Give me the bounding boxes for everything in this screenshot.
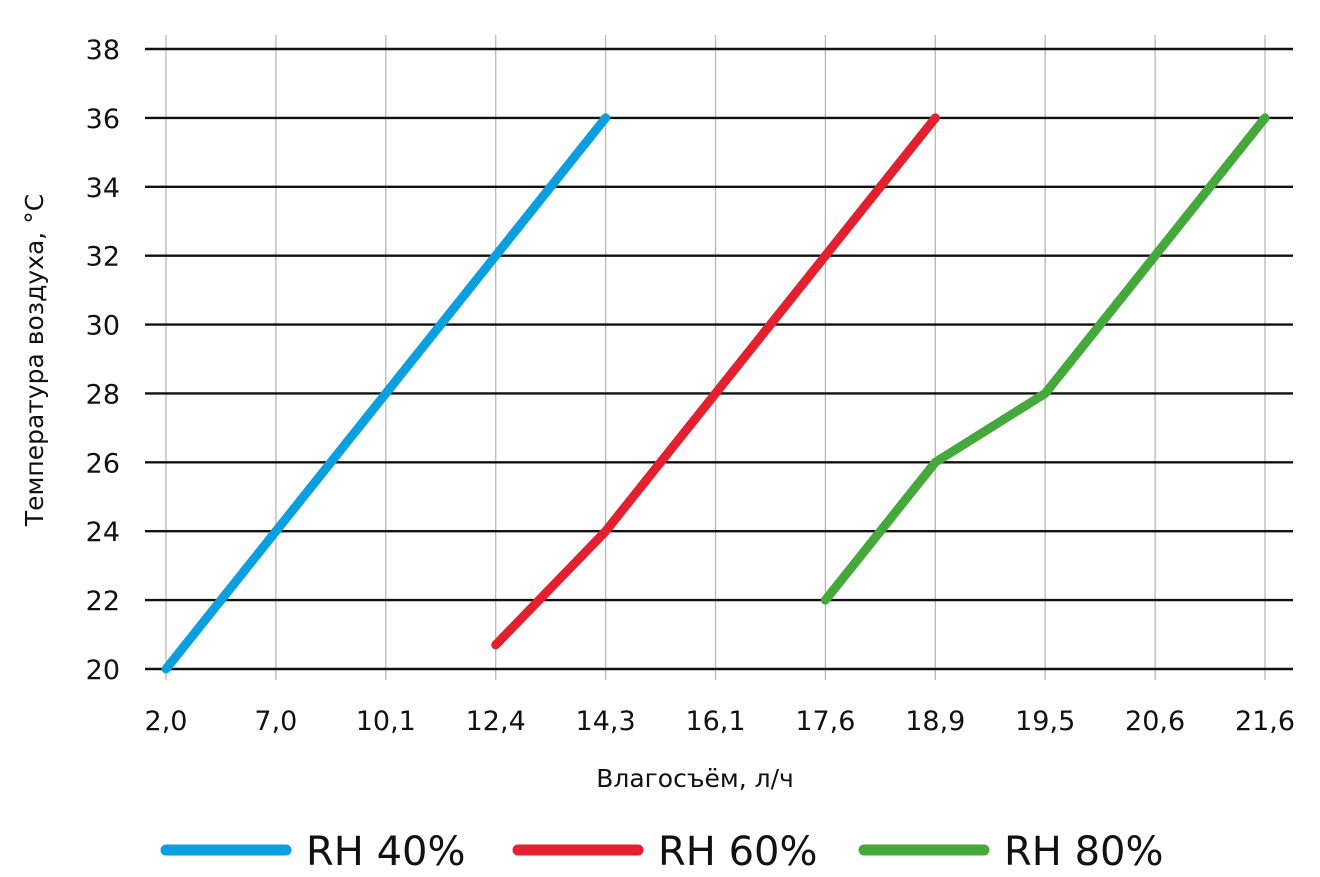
y-tick-label: 28 xyxy=(86,379,120,410)
y-tick-label: 26 xyxy=(86,448,120,479)
x-tick-label: 2,0 xyxy=(145,706,188,737)
series-lines xyxy=(161,113,1270,674)
x-tick-labels: 2,0 7,0 10,1 12,4 14,3 16,1 17,6 18,9 19,5 20,6 21… xyxy=(145,706,1296,737)
x-tick-label: 7,0 xyxy=(254,706,297,737)
legend-label: RH 60% xyxy=(658,829,818,875)
x-tick-label: 21,6 xyxy=(1235,706,1295,737)
x-tick-label: 17,6 xyxy=(795,706,855,737)
y-tick-label: 38 xyxy=(86,35,120,66)
legend-label: RH 40% xyxy=(306,829,466,875)
series-line xyxy=(820,113,1270,605)
x-tick-label: 14,3 xyxy=(576,706,636,737)
x-tick-label: 18,9 xyxy=(905,706,965,737)
x-tick-label: 12,4 xyxy=(466,706,526,737)
y-tick-label: 32 xyxy=(86,242,120,273)
y-tick-label: 24 xyxy=(86,517,120,548)
x-tick-label: 19,5 xyxy=(1015,706,1075,737)
vertical-gridlines xyxy=(165,35,1266,680)
series-line xyxy=(161,113,611,674)
x-tick-label: 10,1 xyxy=(356,706,416,737)
y-tick-label: 30 xyxy=(86,311,120,342)
legend: RH 40% RH 60% RH 80% xyxy=(160,829,1164,875)
y-tick-label: 22 xyxy=(86,586,120,617)
x-tick-label: 20,6 xyxy=(1125,706,1185,737)
horizontal-gridlines xyxy=(145,47,1293,671)
legend-label: RH 80% xyxy=(1004,829,1164,875)
y-axis-title: Температура воздуха, °C xyxy=(20,194,49,527)
y-tick-label: 20 xyxy=(86,655,120,686)
y-tick-label: 34 xyxy=(86,173,120,204)
y-tick-label: 36 xyxy=(86,104,120,135)
x-axis-title: Влагосъём, л/ч xyxy=(596,764,794,793)
x-tick-label: 16,1 xyxy=(685,706,745,737)
y-tick-labels: 20 22 24 26 28 30 32 34 36 38 xyxy=(86,35,120,686)
series-line xyxy=(491,113,940,650)
